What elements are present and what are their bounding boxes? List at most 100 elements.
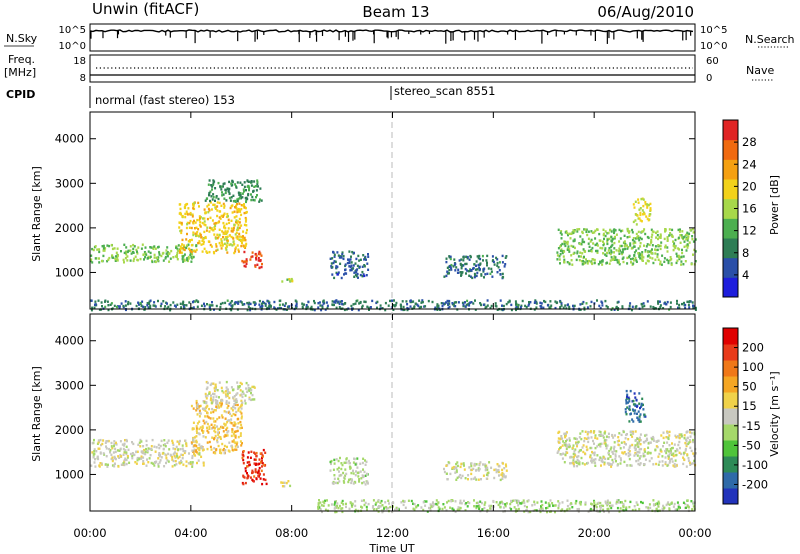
power-cell-1	[196, 234, 199, 237]
power-cell-0	[176, 258, 179, 261]
power-cell-7	[610, 249, 613, 252]
power-cell-7	[570, 232, 573, 235]
velocity-cell-9	[381, 510, 384, 514]
velocity-cell-1	[209, 417, 212, 420]
velocity-cell-7	[620, 433, 623, 437]
power-cell-9	[172, 301, 175, 304]
power-cell-0	[162, 259, 165, 262]
power-cell-9	[154, 305, 157, 308]
power-cell-6	[487, 267, 490, 270]
power-cell-7	[644, 250, 647, 253]
velocity-cell-0	[159, 453, 162, 457]
velocity-cell-9	[505, 502, 508, 505]
velocity-cell-0	[164, 443, 167, 446]
power-cell-1	[198, 241, 201, 245]
velocity-cell-0	[188, 452, 190, 455]
power-cell-9	[427, 299, 430, 303]
power-cell-3	[221, 191, 223, 194]
velocity-cell-7	[557, 450, 560, 453]
power-cell-9	[286, 305, 289, 308]
power-cell-9	[527, 304, 530, 307]
velocity-cell-0	[123, 444, 126, 447]
power-cell-7	[595, 249, 597, 253]
power-cell-0	[102, 244, 105, 248]
power-cell-7	[650, 249, 653, 253]
power-cell-9	[546, 304, 549, 307]
velocity-cell-7	[600, 433, 603, 436]
velocity-cell-9	[579, 501, 582, 504]
velocity-cell-0	[139, 438, 142, 442]
velocity-cell-9	[490, 504, 493, 508]
power-cell-3	[246, 197, 249, 201]
power-cell-7	[613, 251, 615, 254]
power-cell-7	[628, 256, 630, 259]
power-cell-1	[228, 221, 231, 225]
power-cell-7	[558, 255, 561, 258]
velocity-cell-9	[676, 508, 679, 511]
velocity-cell-1	[216, 425, 218, 428]
velocity-cell-1	[199, 412, 202, 415]
power-cell-7	[576, 228, 579, 231]
power-cell-3	[230, 184, 233, 187]
velocity-cell-1	[196, 422, 199, 425]
velocity-cell-1	[226, 421, 229, 424]
power-cell-6	[501, 254, 504, 258]
power-cell-7	[628, 230, 631, 233]
power-cell-7	[647, 236, 650, 240]
velocity-cell-6	[502, 475, 505, 478]
velocity-cell-1	[206, 447, 209, 451]
velocity-cell-6	[497, 464, 500, 468]
nave-tick-top: 60	[706, 56, 719, 67]
power-colorbar-swatch	[723, 120, 738, 141]
velocity-cell-9	[638, 507, 641, 511]
velocity-cell-7	[689, 463, 692, 466]
velocity-cell-1	[214, 420, 217, 423]
velocity-cell-9	[552, 504, 554, 507]
velocity-cell-3	[232, 388, 235, 391]
velocity-cell-9	[379, 505, 382, 508]
power-cell-0	[103, 249, 106, 252]
power-cell-7	[671, 235, 674, 238]
velocity-cell-8	[627, 401, 629, 404]
velocity-cell-0	[113, 465, 116, 468]
velocity-cell-5	[342, 471, 345, 475]
velocity-cell-1	[236, 426, 239, 429]
velocity-cell-9	[687, 506, 690, 509]
power-cell-9	[211, 301, 213, 304]
power-cell-0	[165, 249, 168, 252]
velocity-cell-7	[643, 454, 646, 458]
power-cell-9	[361, 304, 364, 308]
velocity-cell-9	[657, 500, 660, 503]
velocity-cell-0	[137, 443, 140, 446]
power-cell-0	[115, 259, 118, 262]
power-cell-7	[613, 247, 616, 250]
velocity-cell-9	[422, 501, 425, 504]
power-cell-9	[466, 303, 469, 306]
velocity-cell-3	[212, 382, 215, 385]
power-cell-1	[240, 208, 243, 211]
velocity-cell-6	[463, 468, 466, 471]
velocity-cell-7	[578, 449, 581, 452]
velocity-cell-7	[672, 454, 675, 458]
velocity-cell-8	[625, 402, 628, 405]
velocity-cell-1	[206, 412, 209, 415]
velocity-cell-0	[122, 453, 125, 456]
power-cell-6	[477, 257, 480, 260]
velocity-cell-9	[672, 505, 675, 508]
velocity-cell-9	[450, 500, 453, 503]
power-cell-9	[494, 302, 497, 305]
power-cell-7	[671, 228, 674, 232]
velocity-cell-5	[345, 461, 348, 464]
velocity-cell-9	[451, 507, 454, 510]
power-cell-7	[605, 254, 608, 257]
power-cell-9	[338, 306, 341, 309]
velocity-cell-3	[235, 398, 238, 401]
power-cell-5	[351, 267, 354, 270]
power-cell-7	[682, 236, 685, 239]
velocity-cell-7	[576, 464, 579, 468]
power-cell-9	[519, 306, 522, 309]
velocity-cell-7	[593, 458, 595, 462]
velocity-cell-7	[565, 447, 568, 451]
power-cell-5	[337, 254, 340, 257]
power-cell-5	[362, 273, 365, 276]
